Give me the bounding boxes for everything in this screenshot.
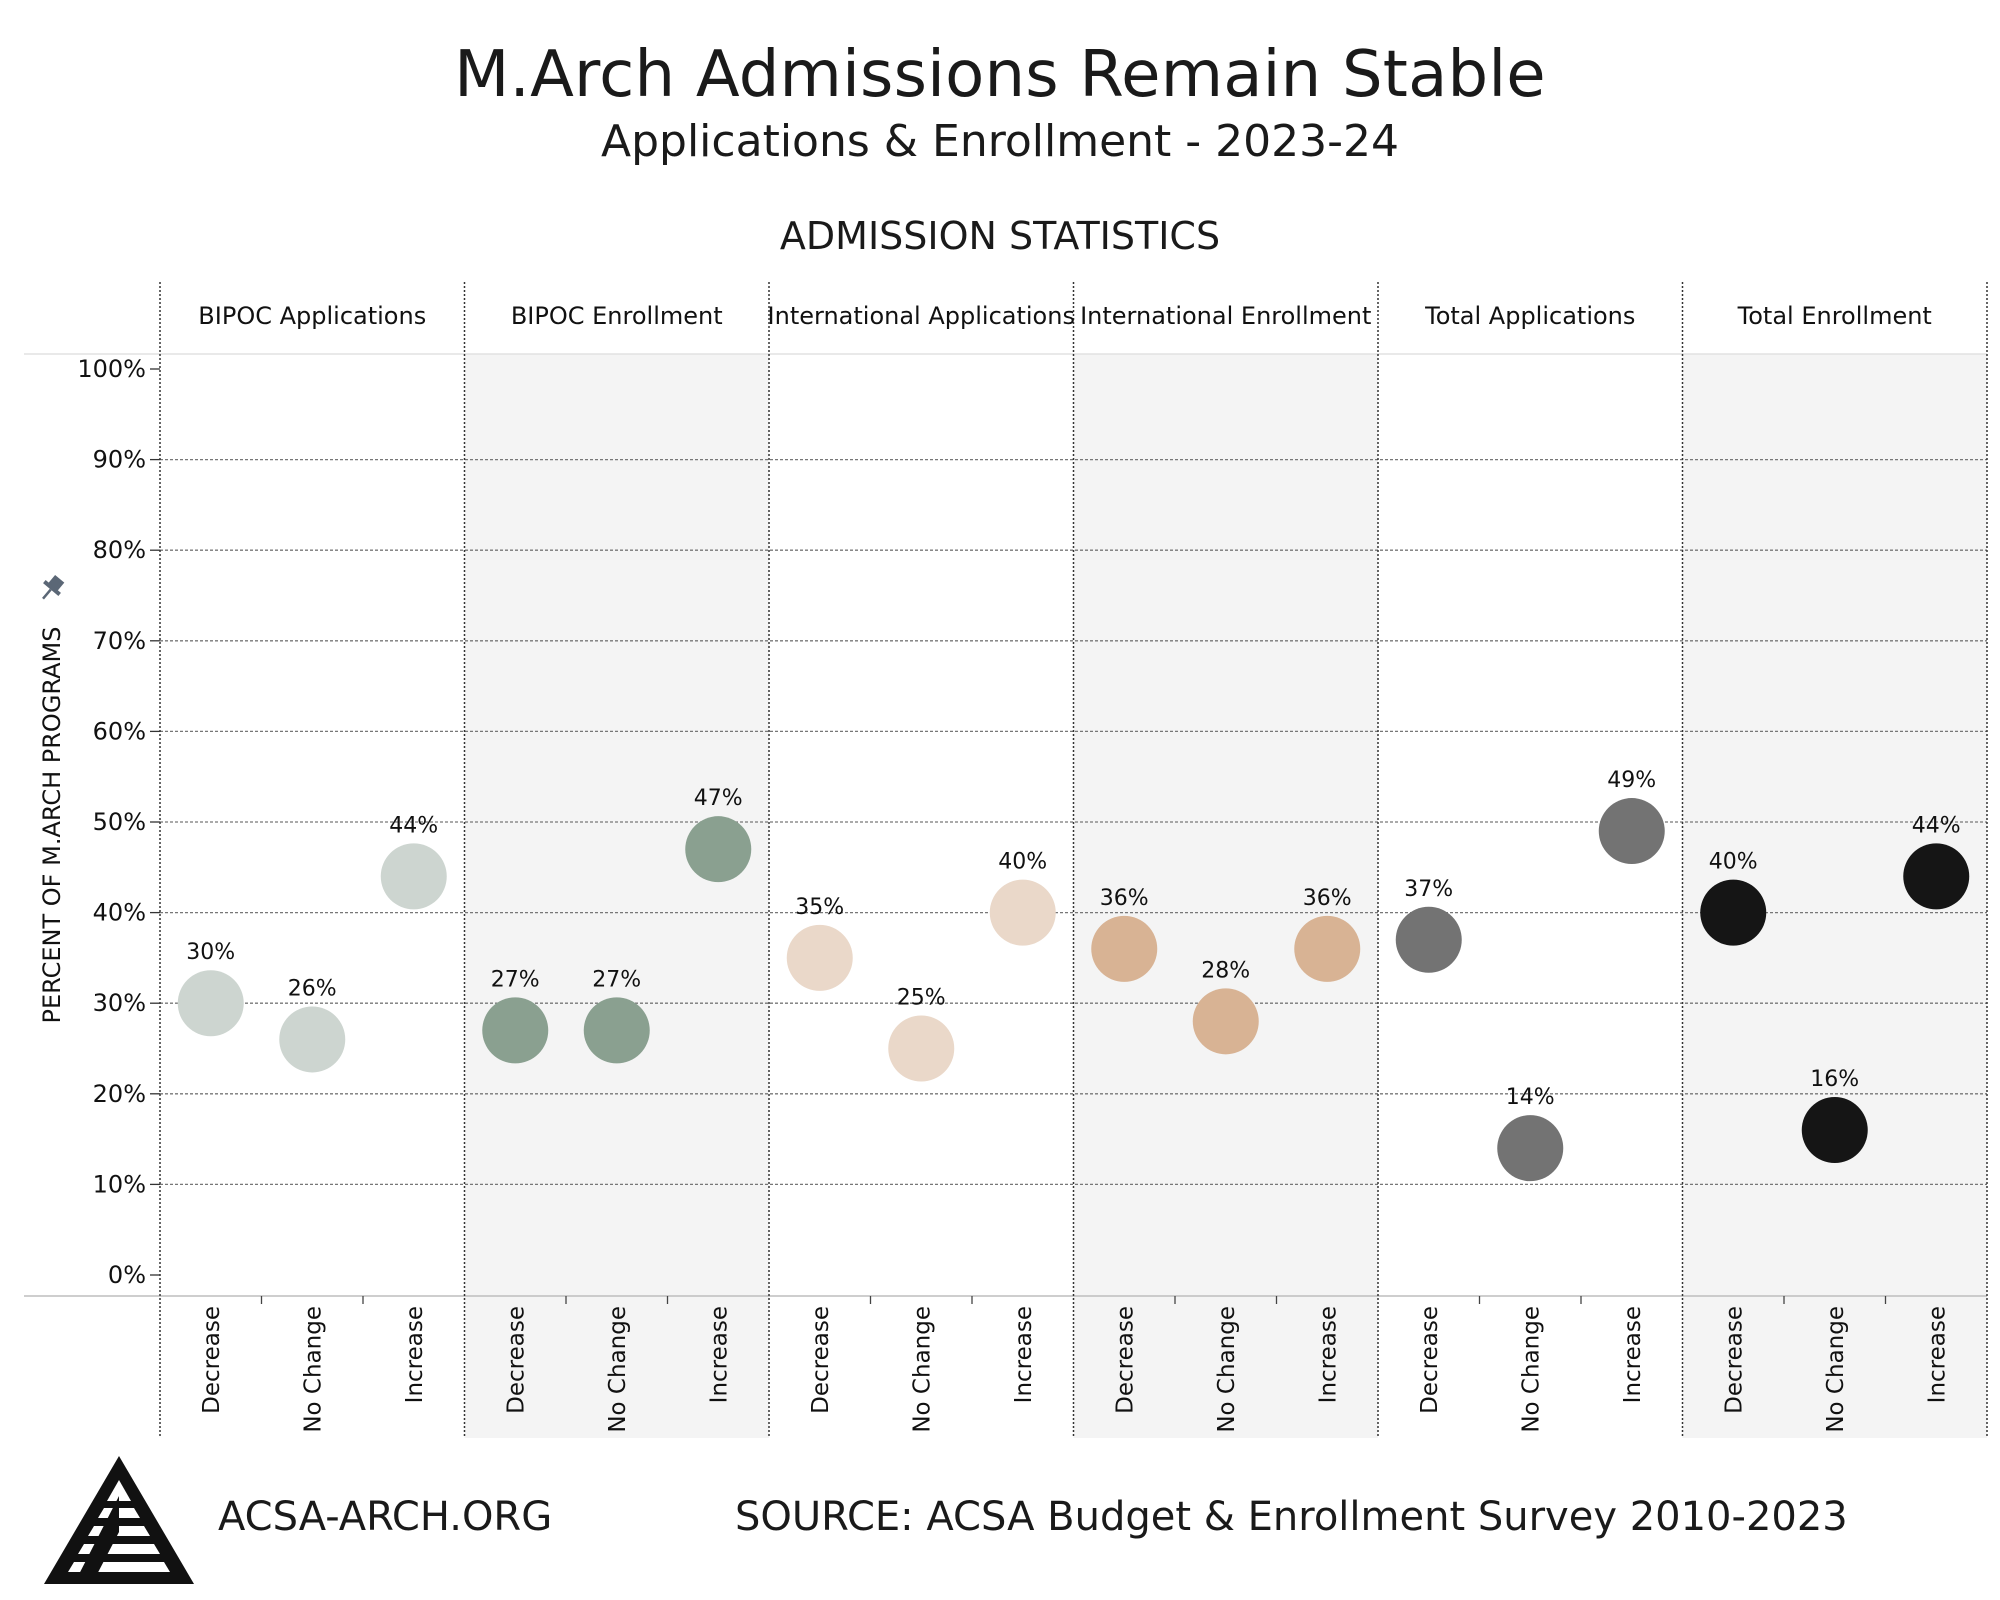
data-label: 27% bbox=[491, 967, 540, 992]
y-tick-label: 30% bbox=[93, 989, 146, 1017]
y-tick-label: 20% bbox=[93, 1080, 146, 1108]
data-bubble bbox=[1598, 798, 1665, 865]
y-axis-label: PERCENT OF M.ARCH PROGRAMS bbox=[38, 627, 66, 1024]
y-tick-label: 80% bbox=[93, 536, 146, 564]
data-label: 44% bbox=[1912, 813, 1961, 838]
data-label: 25% bbox=[897, 986, 946, 1011]
y-tick-label: 60% bbox=[93, 717, 146, 745]
data-bubble bbox=[177, 970, 244, 1037]
data-bubble bbox=[685, 816, 752, 883]
section-title: ADMISSION STATISTICS bbox=[779, 214, 1221, 258]
data-bubble bbox=[989, 879, 1056, 946]
pin-needle bbox=[42, 588, 52, 600]
data-label: 35% bbox=[795, 895, 844, 920]
admissions-chart: 0% 10% 20% 30% 40% 50% 60% 70% 80% 90% 100% PERCENT… bbox=[24, 282, 1988, 1438]
x-category-label: No Change bbox=[1823, 1306, 1849, 1433]
x-category-label: No Change bbox=[909, 1306, 935, 1433]
x-category-label: No Change bbox=[605, 1306, 631, 1433]
panel-header: International Enrollment bbox=[1080, 302, 1371, 330]
data-label: 16% bbox=[1810, 1067, 1859, 1092]
x-category-label: Increase bbox=[1924, 1306, 1950, 1403]
pin-head bbox=[48, 574, 65, 592]
data-label: 44% bbox=[389, 813, 438, 838]
y-tick-label: 90% bbox=[93, 446, 146, 474]
x-category-label: Increase bbox=[1315, 1306, 1341, 1403]
data-label: 28% bbox=[1201, 958, 1250, 983]
panel-background bbox=[1073, 354, 1378, 1438]
data-label: 30% bbox=[186, 940, 235, 965]
data-bubble bbox=[1091, 915, 1158, 982]
footer-url[interactable]: ACSA-ARCH.ORG bbox=[218, 1494, 553, 1540]
data-bubble bbox=[1801, 1097, 1868, 1164]
data-bubble bbox=[1700, 879, 1767, 946]
x-category-label: No Change bbox=[1518, 1306, 1544, 1433]
x-category-label: Increase bbox=[1620, 1306, 1646, 1403]
x-category-label: Decrease bbox=[1417, 1306, 1443, 1414]
data-label: 47% bbox=[694, 786, 743, 811]
y-tick-label: 100% bbox=[77, 355, 146, 383]
data-bubble bbox=[1497, 1115, 1564, 1182]
pin-icon bbox=[42, 574, 65, 600]
x-category-label: Increase bbox=[1011, 1306, 1037, 1403]
data-label: 36% bbox=[1100, 886, 1149, 911]
data-label: 40% bbox=[998, 850, 1047, 875]
data-label: 27% bbox=[592, 967, 641, 992]
chart-subtitle: Applications & Enrollment - 2023-24 bbox=[601, 116, 1399, 167]
data-bubble bbox=[1903, 843, 1970, 910]
data-bubble bbox=[888, 1015, 955, 1082]
data-label: 49% bbox=[1607, 768, 1656, 793]
panel-header: BIPOC Applications bbox=[198, 302, 426, 330]
data-label: 36% bbox=[1303, 886, 1352, 911]
panel-header: Total Applications bbox=[1424, 302, 1635, 330]
data-bubble bbox=[1192, 988, 1259, 1055]
data-label: 37% bbox=[1404, 877, 1453, 902]
data-label: 14% bbox=[1506, 1085, 1555, 1110]
pin-base bbox=[43, 580, 61, 596]
data-label: 26% bbox=[288, 976, 337, 1001]
footer-source: SOURCE: ACSA Budget & Enrollment Survey … bbox=[735, 1494, 1848, 1540]
data-bubble bbox=[1395, 906, 1462, 973]
y-tick-label: 40% bbox=[93, 899, 146, 927]
data-bubble bbox=[482, 997, 549, 1064]
x-category-label: Decrease bbox=[808, 1306, 834, 1414]
data-bubble bbox=[1294, 915, 1361, 982]
x-category-label: No Change bbox=[300, 1306, 326, 1433]
panel-background bbox=[464, 354, 769, 1438]
data-label: 40% bbox=[1709, 850, 1758, 875]
y-tick-label: 10% bbox=[93, 1170, 146, 1198]
x-category-label: No Change bbox=[1214, 1306, 1240, 1433]
y-tick-label: 0% bbox=[108, 1261, 146, 1289]
x-category-label: Increase bbox=[706, 1306, 732, 1403]
x-category-label: Decrease bbox=[1112, 1306, 1138, 1414]
data-bubble bbox=[786, 924, 853, 991]
data-bubble bbox=[583, 997, 650, 1064]
x-category-label: Decrease bbox=[503, 1306, 529, 1414]
x-category-label: Decrease bbox=[1721, 1306, 1747, 1414]
panel-header: Total Enrollment bbox=[1737, 302, 1932, 330]
y-tick-label: 50% bbox=[93, 808, 146, 836]
panel-header: International Applications bbox=[768, 302, 1075, 330]
data-bubble bbox=[380, 843, 447, 910]
x-category-label: Decrease bbox=[199, 1306, 225, 1414]
panel-header: BIPOC Enrollment bbox=[511, 302, 723, 330]
y-tick-label: 70% bbox=[93, 627, 146, 655]
acsa-logo-icon bbox=[44, 1456, 194, 1584]
chart-title: M.Arch Admissions Remain Stable bbox=[454, 38, 1546, 112]
x-category-label: Increase bbox=[402, 1306, 428, 1403]
data-bubble bbox=[279, 1006, 346, 1073]
